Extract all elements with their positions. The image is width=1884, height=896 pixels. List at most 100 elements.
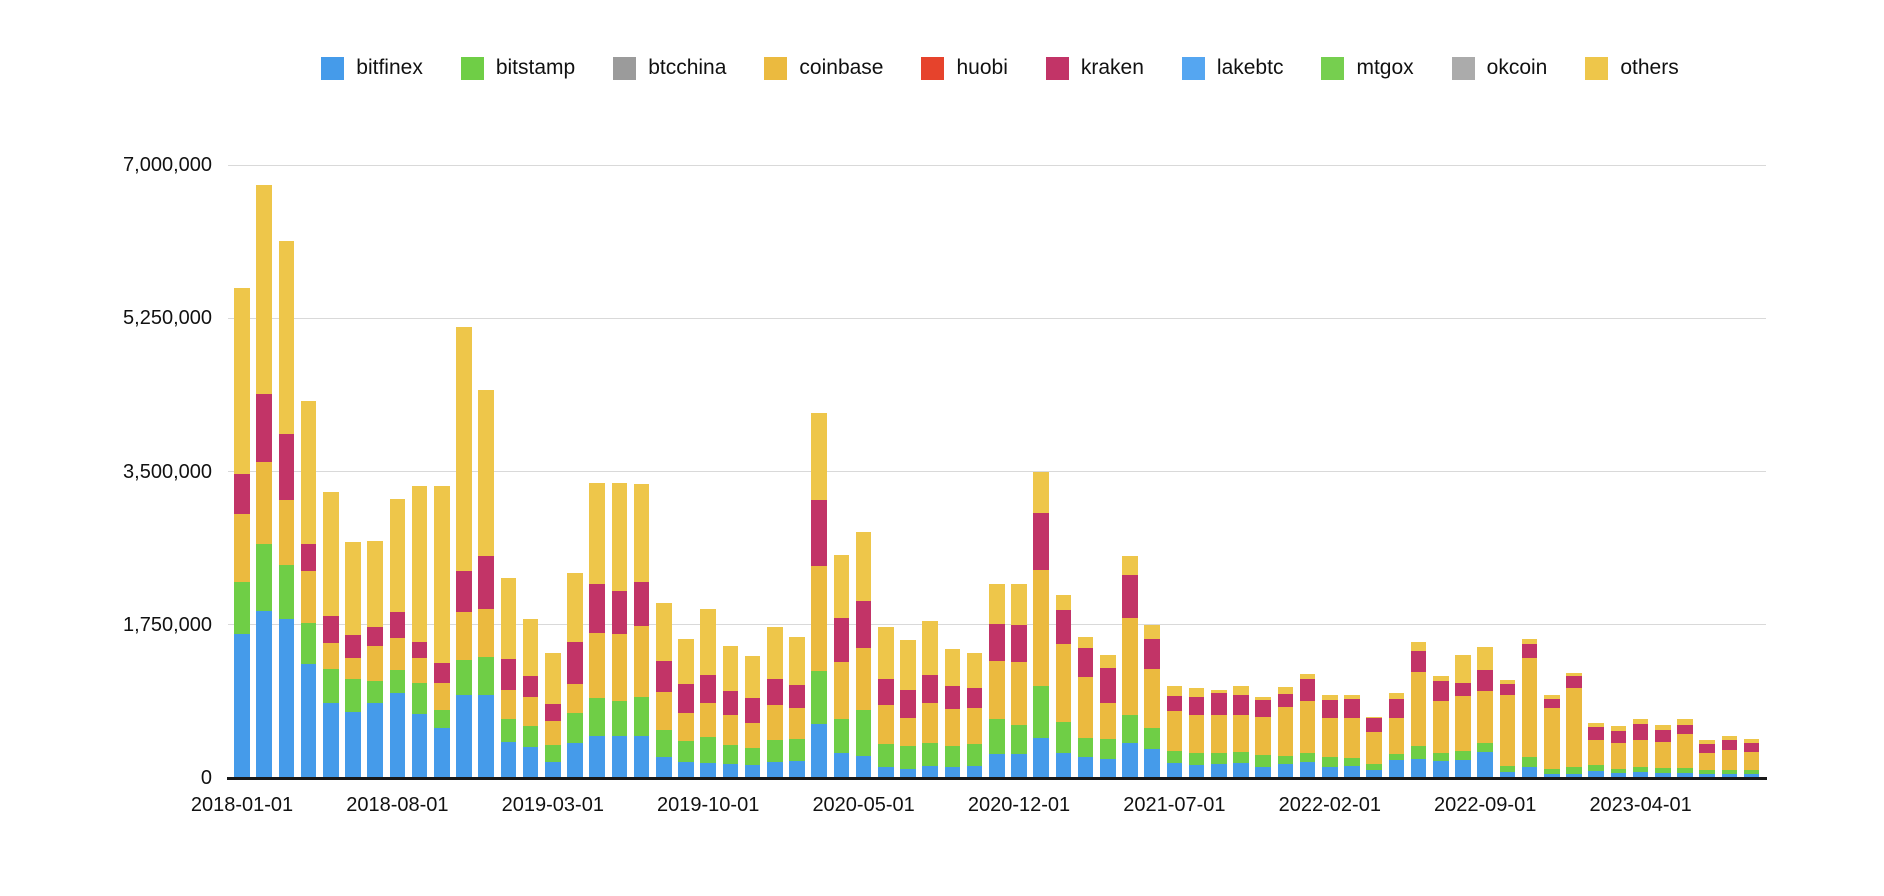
bar-segment-bitfinex-2021-11-01[interactable] — [1255, 766, 1271, 778]
bar-segment-coinbase-2019-11-01[interactable] — [722, 714, 739, 745]
bar-segment-others-2018-10-01[interactable] — [434, 485, 450, 664]
bar-segment-bitstamp-2021-09-01[interactable] — [1211, 753, 1227, 764]
bar-segment-coinbase-2019-05-01[interactable] — [589, 632, 605, 699]
bar-segment-kraken-2021-08-01[interactable] — [1188, 697, 1205, 715]
bar-segment-coinbase-2020-06-01[interactable] — [878, 705, 894, 744]
bar-segment-bitfinex-2020-04-01[interactable] — [833, 752, 850, 778]
bar-segment-kraken-2018-10-01[interactable] — [434, 663, 450, 684]
bar-segment-bitstamp-2020-12-01[interactable] — [1011, 724, 1027, 755]
bar-segment-coinbase-2022-09-01[interactable] — [1477, 691, 1493, 743]
bar-segment-kraken-2021-01-01[interactable] — [1033, 512, 1049, 571]
bar-segment-bitstamp-2022-08-01[interactable] — [1455, 750, 1471, 761]
bar-segment-bitstamp-2022-10-01[interactable] — [1499, 766, 1516, 772]
bar-segment-bitfinex-2023-02-01[interactable] — [1588, 771, 1604, 778]
bar-segment-kraken-2021-04-01[interactable] — [1100, 667, 1116, 703]
bar-segment-bitfinex-2020-09-01[interactable] — [944, 767, 961, 778]
bar-segment-bitfinex-2018-03-01[interactable] — [278, 618, 295, 778]
bar-segment-coinbase-2018-08-01[interactable] — [389, 637, 406, 671]
bar-segment-kraken-2022-10-01[interactable] — [1499, 684, 1516, 696]
bar-segment-bitfinex-2019-08-01[interactable] — [656, 756, 672, 778]
bar-segment-others-2021-05-01[interactable] — [1122, 555, 1138, 575]
bar-segment-kraken-2023-03-01[interactable] — [1610, 730, 1627, 743]
bar-segment-others-2023-02-01[interactable] — [1588, 723, 1604, 728]
bar-segment-kraken-2022-05-01[interactable] — [1388, 699, 1405, 718]
bar-segment-coinbase-2020-11-01[interactable] — [989, 660, 1005, 720]
bar-segment-bitstamp-2020-08-01[interactable] — [922, 742, 938, 766]
bar-segment-kraken-2018-07-01[interactable] — [367, 627, 383, 646]
bar-segment-bitfinex-2020-02-01[interactable] — [789, 761, 805, 778]
bar-segment-bitfinex-2020-12-01[interactable] — [1011, 754, 1027, 778]
bar-segment-bitstamp-2022-06-01[interactable] — [1410, 745, 1427, 759]
bar-segment-others-2023-07-01[interactable] — [1699, 740, 1715, 745]
bar-segment-bitfinex-2022-05-01[interactable] — [1388, 760, 1405, 778]
bar-segment-coinbase-2021-08-01[interactable] — [1188, 714, 1205, 754]
bar-segment-bitstamp-2023-05-01[interactable] — [1655, 768, 1671, 773]
bar-segment-bitfinex-2019-02-01[interactable] — [522, 747, 539, 778]
bar-segment-coinbase-2019-07-01[interactable] — [633, 625, 650, 697]
bar-segment-bitstamp-2019-06-01[interactable] — [611, 700, 628, 736]
bar-segment-coinbase-2019-02-01[interactable] — [522, 697, 539, 727]
bar-segment-bitfinex-2018-05-01[interactable] — [323, 702, 339, 778]
bar-segment-bitfinex-2019-05-01[interactable] — [589, 735, 605, 778]
bar-segment-others-2023-03-01[interactable] — [1610, 725, 1627, 731]
bar-segment-bitstamp-2022-01-01[interactable] — [1299, 753, 1316, 763]
bar-segment-others-2021-08-01[interactable] — [1188, 687, 1205, 698]
bar-segment-bitfinex-2019-06-01[interactable] — [611, 735, 628, 778]
bar-segment-others-2020-06-01[interactable] — [878, 627, 894, 680]
bar-segment-bitstamp-2021-03-01[interactable] — [1077, 737, 1094, 757]
bar-segment-coinbase-2022-05-01[interactable] — [1388, 717, 1405, 755]
bar-segment-others-2020-08-01[interactable] — [922, 621, 938, 675]
bar-segment-others-2019-05-01[interactable] — [589, 482, 605, 585]
bar-segment-others-2021-01-01[interactable] — [1033, 472, 1049, 513]
bar-segment-coinbase-2020-05-01[interactable] — [855, 648, 872, 710]
bar-segment-coinbase-2022-07-01[interactable] — [1433, 700, 1449, 753]
bar-segment-kraken-2021-12-01[interactable] — [1277, 693, 1294, 708]
bar-segment-coinbase-2020-10-01[interactable] — [966, 707, 983, 744]
bar-segment-coinbase-2023-07-01[interactable] — [1699, 753, 1715, 770]
legend-item-coinbase[interactable]: coinbase — [764, 56, 883, 80]
bar-segment-bitstamp-2018-11-01[interactable] — [456, 659, 472, 695]
bar-segment-coinbase-2020-03-01[interactable] — [811, 566, 827, 672]
bar-segment-kraken-2023-01-01[interactable] — [1566, 676, 1582, 689]
bar-segment-others-2020-07-01[interactable] — [900, 639, 916, 690]
bar-segment-coinbase-2022-11-01[interactable] — [1521, 658, 1538, 758]
bar-segment-kraken-2020-07-01[interactable] — [900, 689, 916, 718]
bar-segment-kraken-2022-01-01[interactable] — [1299, 679, 1316, 701]
bar-segment-kraken-2018-04-01[interactable] — [300, 544, 317, 572]
bar-segment-others-2018-06-01[interactable] — [345, 541, 361, 636]
bar-segment-others-2019-09-01[interactable] — [678, 638, 694, 685]
bar-segment-bitfinex-2023-08-01[interactable] — [1721, 773, 1738, 778]
bar-segment-bitstamp-2019-05-01[interactable] — [589, 698, 605, 736]
bar-segment-kraken-2020-08-01[interactable] — [922, 674, 938, 703]
bar-segment-bitstamp-2019-07-01[interactable] — [633, 696, 650, 737]
bar-segment-others-2022-07-01[interactable] — [1433, 676, 1449, 681]
bar-segment-bitfinex-2021-02-01[interactable] — [1055, 752, 1072, 778]
bar-segment-bitstamp-2023-08-01[interactable] — [1721, 769, 1738, 774]
bar-segment-bitfinex-2023-07-01[interactable] — [1699, 773, 1715, 778]
bar-segment-kraken-2020-06-01[interactable] — [878, 679, 894, 706]
bar-segment-bitstamp-2018-02-01[interactable] — [256, 544, 272, 611]
bar-segment-bitfinex-2021-01-01[interactable] — [1033, 737, 1049, 778]
bar-segment-bitstamp-2019-01-01[interactable] — [500, 719, 517, 743]
bar-segment-bitfinex-2023-06-01[interactable] — [1677, 772, 1693, 778]
legend-item-others[interactable]: others — [1585, 56, 1679, 80]
legend-item-bitfinex[interactable]: bitfinex — [321, 56, 423, 80]
bar-segment-coinbase-2021-09-01[interactable] — [1211, 714, 1227, 754]
bar-segment-kraken-2022-03-01[interactable] — [1344, 699, 1360, 719]
bar-segment-bitstamp-2023-06-01[interactable] — [1677, 768, 1693, 773]
bar-segment-kraken-2022-06-01[interactable] — [1410, 651, 1427, 673]
bar-segment-kraken-2019-01-01[interactable] — [500, 658, 517, 691]
bar-segment-bitstamp-2022-11-01[interactable] — [1521, 757, 1538, 768]
bar-segment-bitfinex-2022-07-01[interactable] — [1433, 761, 1449, 778]
bar-segment-others-2018-08-01[interactable] — [389, 498, 406, 613]
bar-segment-others-2018-01-01[interactable] — [234, 288, 250, 475]
bar-segment-others-2019-01-01[interactable] — [500, 578, 517, 659]
bar-segment-bitstamp-2021-08-01[interactable] — [1188, 753, 1205, 765]
bar-segment-kraken-2022-04-01[interactable] — [1366, 718, 1382, 732]
bar-segment-bitstamp-2018-08-01[interactable] — [389, 670, 406, 694]
bar-segment-bitstamp-2021-01-01[interactable] — [1033, 686, 1049, 738]
bar-segment-kraken-2022-08-01[interactable] — [1455, 682, 1471, 696]
bar-segment-others-2022-04-01[interactable] — [1366, 716, 1382, 719]
bar-segment-coinbase-2021-05-01[interactable] — [1122, 617, 1138, 715]
bar-segment-kraken-2018-09-01[interactable] — [411, 642, 428, 658]
